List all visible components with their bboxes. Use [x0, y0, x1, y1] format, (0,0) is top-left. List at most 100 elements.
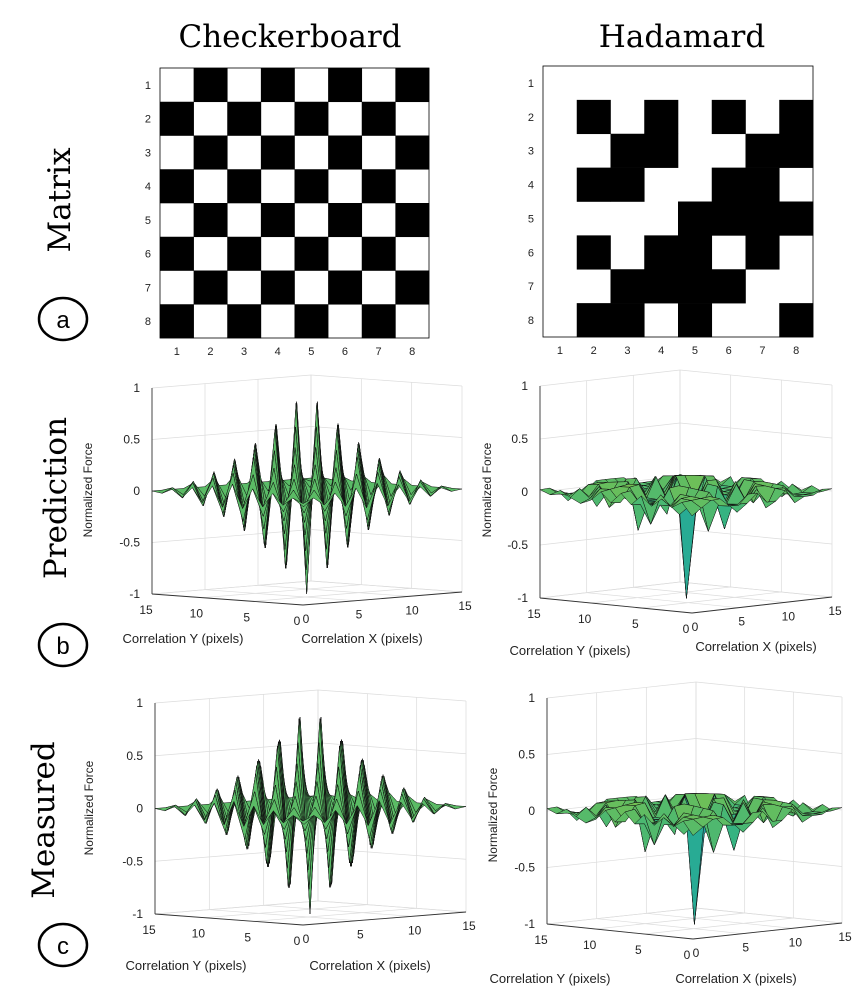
y-tick-label: 15: [139, 603, 153, 617]
matrix-cell: [610, 133, 645, 168]
surface-facet: [292, 815, 315, 825]
y-axis-line: [151, 593, 304, 606]
z-tick-label: 0: [136, 802, 143, 816]
matrix-cell: [294, 101, 329, 136]
column-title-checkerboard: Checkerboard: [179, 19, 402, 55]
surface-facet: [682, 818, 704, 836]
z-tick-label: 1: [136, 696, 143, 710]
matrix-cell: [395, 203, 430, 238]
y-tick-label: 0: [684, 948, 691, 962]
x-tick-label: 0: [693, 946, 700, 960]
y-tick-label: 0: [294, 614, 301, 628]
x-tick-label: 15: [458, 599, 472, 613]
matrix-cell: [610, 167, 645, 202]
z-gridline: [151, 374, 463, 389]
x-tick-label: 4: [658, 345, 664, 357]
x-axis-label: Correlation X (pixels): [675, 971, 796, 986]
surface: [151, 401, 463, 594]
panel-letter-c-text: c: [57, 933, 69, 960]
matrix-cell: [260, 270, 295, 305]
x-tick-label: 5: [356, 608, 363, 622]
matrix-cell: [193, 270, 228, 305]
x-tick-label: 5: [308, 346, 314, 358]
matrix-cell: [644, 133, 679, 168]
matrix-cell: [779, 133, 814, 168]
y-tick-label: 1: [528, 78, 534, 90]
x-axis-label: Correlation X (pixels): [301, 631, 422, 646]
z-gridline: [539, 369, 833, 387]
matrix-cell: [260, 68, 295, 103]
y-tick-label: 15: [527, 607, 541, 621]
z-gridline: [546, 681, 843, 699]
z-tick-label: -0.5: [119, 536, 140, 550]
matrix-cell: [227, 169, 262, 204]
z-tick-label: 0.5: [123, 433, 140, 447]
x-axis-label: Correlation X (pixels): [309, 958, 430, 973]
y-tick-label: 2: [145, 114, 151, 126]
panel-letter-a-text: a: [56, 307, 70, 334]
z-axis-label: Normalized Force: [480, 442, 494, 537]
y-tick-label: 0: [683, 622, 690, 636]
y-gridline: [151, 375, 312, 595]
matrix-cell: [294, 236, 329, 271]
y-axis-line: [539, 597, 693, 614]
matrix-cell: [779, 303, 814, 338]
y-tick-label: 3: [528, 146, 534, 158]
row-title-matrix: Matrix: [42, 147, 78, 252]
x-tick-label: 2: [591, 345, 597, 357]
y-tick-label: 15: [534, 933, 548, 947]
z-axis-label: Normalized Force: [81, 442, 95, 537]
matrix-cell: [610, 303, 645, 338]
matrix-cell: [328, 68, 363, 103]
matrix-cell: [610, 269, 645, 304]
matrix-cell: [361, 169, 396, 204]
matrix-cell: [328, 270, 363, 305]
x-tick-label: 15: [828, 604, 842, 618]
y-axis-line: [154, 913, 304, 926]
y-tick-label: 15: [142, 923, 156, 937]
x-tick-label: 3: [241, 346, 247, 358]
z-tick-label: 1: [528, 691, 535, 705]
z-tick-label: 0: [528, 804, 535, 818]
z-tick-label: -1: [524, 917, 535, 931]
row-title-prediction: Prediction: [38, 417, 74, 579]
panel-letter-b: b: [37, 622, 89, 668]
x-axis-line: [302, 591, 463, 606]
x-tick-label: 5: [738, 615, 745, 629]
x-tick-label: 6: [726, 345, 732, 357]
y-tick-label: 5: [632, 617, 639, 631]
z-gridline: [546, 738, 843, 755]
x-tick-label: 3: [624, 345, 630, 357]
z-axis-label: Normalized Force: [486, 767, 500, 862]
panel-letter-a: a: [37, 296, 89, 342]
hadamard-measured-surface: 1 0.5 0 -0.5 -1 0 5 10 15 15 10 5 0 Correlation X (pi…: [486, 681, 852, 986]
x-axis-line: [302, 911, 467, 926]
z-tick-label: -0.5: [507, 538, 528, 552]
matrix-cell: [711, 99, 746, 135]
x-axis-line: [691, 596, 833, 614]
matrix-cell: [361, 101, 396, 136]
x-tick-label: 0: [692, 620, 699, 634]
matrix-cell: [711, 201, 746, 236]
y-tick-label: 5: [243, 610, 250, 624]
x-tick-label: 7: [376, 346, 382, 358]
y-tick-label: 10: [190, 607, 204, 621]
x-tick-label: 10: [408, 923, 422, 937]
matrix-cell: [260, 203, 295, 238]
matrix-cell: [227, 304, 262, 339]
hadamard-prediction-surface: 1 0.5 0 -0.5 -1 0 5 10 15 15 10 5 0 Correlation X (pi…: [480, 369, 842, 658]
z-tick-label: -1: [129, 587, 140, 601]
z-tick-label: -1: [132, 907, 143, 921]
checkerboard-measured-surface: 1 0.5 0 -0.5 -1 0 5 10 15 15 10 5 0 Correlation X (pi…: [82, 689, 476, 973]
z-axis-label: Normalized Force: [82, 760, 96, 855]
matrix-cell: [328, 203, 363, 238]
x-tick-label: 10: [782, 609, 796, 623]
x-tick-label: 2: [207, 346, 213, 358]
row-title-measured: Measured: [26, 741, 62, 898]
x-tick-label: 10: [405, 603, 419, 617]
matrix-cell: [644, 235, 679, 270]
z-gridline: [539, 422, 833, 440]
y-tick-label: 6: [528, 247, 534, 259]
matrix-cell: [395, 270, 430, 305]
y-tick-label: 6: [145, 249, 151, 261]
